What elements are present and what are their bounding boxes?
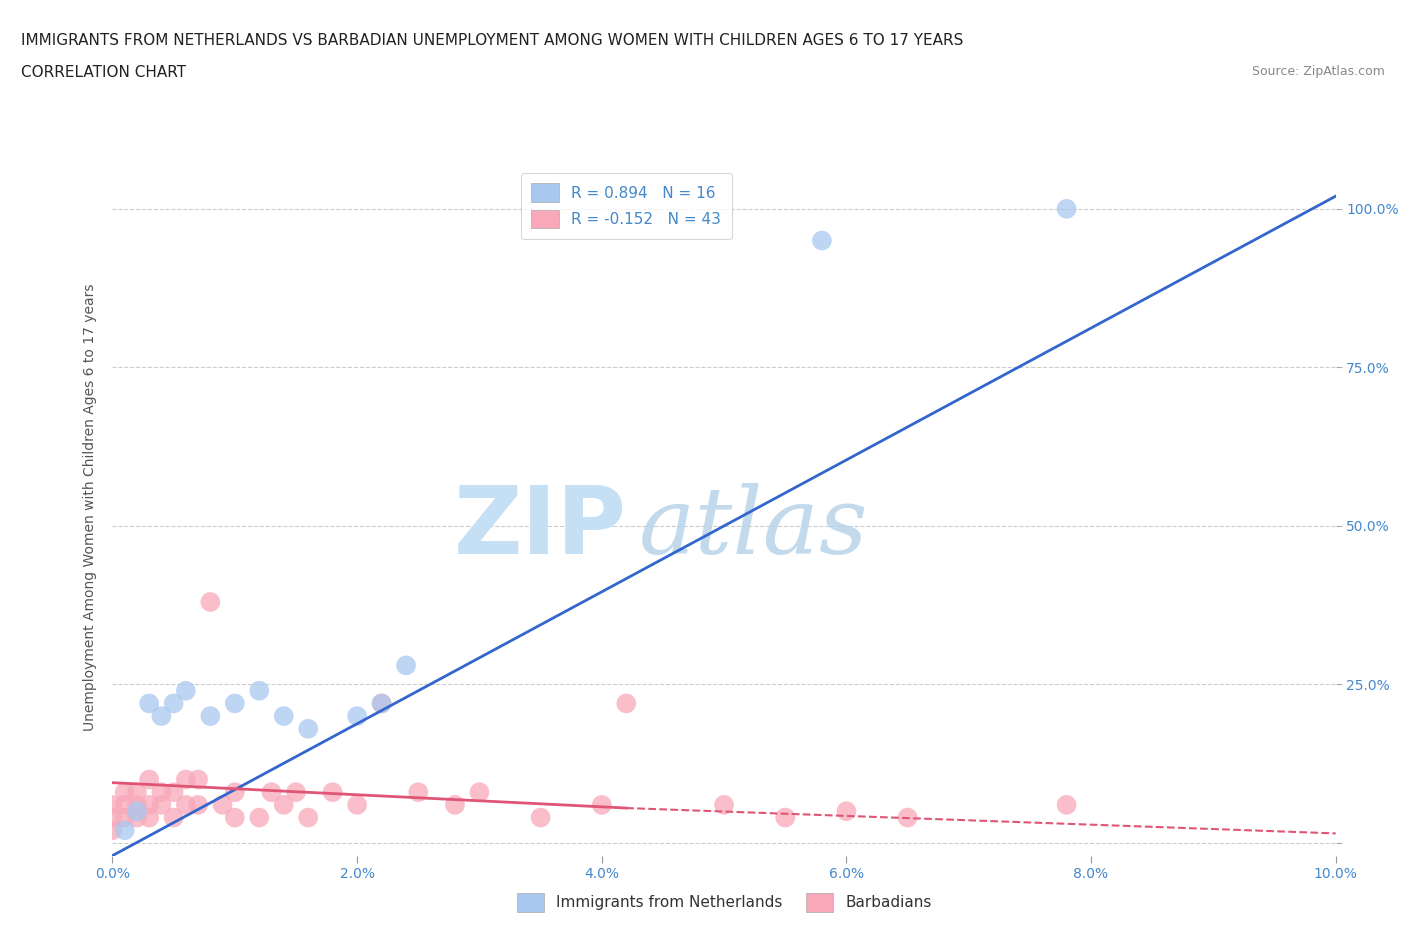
Point bbox=[224, 696, 246, 711]
Point bbox=[1056, 202, 1078, 217]
Point bbox=[138, 696, 160, 711]
Text: IMMIGRANTS FROM NETHERLANDS VS BARBADIAN UNEMPLOYMENT AMONG WOMEN WITH CHILDREN : IMMIGRANTS FROM NETHERLANDS VS BARBADIAN… bbox=[21, 33, 963, 47]
Point bbox=[125, 797, 148, 812]
Point bbox=[174, 684, 197, 698]
Point bbox=[811, 233, 834, 248]
Point bbox=[224, 810, 246, 825]
Point bbox=[114, 823, 136, 838]
Point bbox=[247, 684, 270, 698]
Point bbox=[163, 810, 186, 825]
Point bbox=[224, 785, 246, 800]
Point bbox=[284, 785, 308, 800]
Point bbox=[150, 785, 173, 800]
Point bbox=[187, 797, 209, 812]
Point bbox=[297, 810, 319, 825]
Point bbox=[114, 810, 136, 825]
Point bbox=[150, 709, 173, 724]
Point bbox=[273, 709, 295, 724]
Legend: Immigrants from Netherlands, Barbadians: Immigrants from Netherlands, Barbadians bbox=[510, 887, 938, 918]
Point bbox=[247, 810, 270, 825]
Point bbox=[260, 785, 283, 800]
Point bbox=[174, 772, 197, 787]
Point bbox=[273, 797, 295, 812]
Point bbox=[614, 696, 637, 711]
Text: ZIP: ZIP bbox=[453, 482, 626, 574]
Point bbox=[211, 797, 233, 812]
Point bbox=[370, 696, 392, 711]
Point bbox=[713, 797, 735, 812]
Point bbox=[125, 785, 148, 800]
Point bbox=[114, 797, 136, 812]
Point bbox=[322, 785, 344, 800]
Point bbox=[125, 804, 148, 818]
Point bbox=[200, 709, 222, 724]
Point bbox=[346, 709, 368, 724]
Text: atlas: atlas bbox=[638, 483, 868, 573]
Point bbox=[468, 785, 491, 800]
Point bbox=[187, 772, 209, 787]
Point bbox=[897, 810, 920, 825]
Point bbox=[297, 722, 319, 737]
Point bbox=[835, 804, 858, 818]
Point bbox=[101, 810, 124, 825]
Point bbox=[125, 810, 148, 825]
Point bbox=[444, 797, 467, 812]
Point bbox=[163, 696, 186, 711]
Point bbox=[101, 797, 124, 812]
Point bbox=[163, 785, 186, 800]
Point bbox=[1056, 797, 1078, 812]
Point bbox=[174, 797, 197, 812]
Point bbox=[591, 797, 613, 812]
Text: Source: ZipAtlas.com: Source: ZipAtlas.com bbox=[1251, 65, 1385, 78]
Point bbox=[114, 785, 136, 800]
Y-axis label: Unemployment Among Women with Children Ages 6 to 17 years: Unemployment Among Women with Children A… bbox=[83, 283, 97, 731]
Point bbox=[101, 823, 124, 838]
Point bbox=[775, 810, 797, 825]
Text: CORRELATION CHART: CORRELATION CHART bbox=[21, 65, 186, 80]
Point bbox=[138, 810, 160, 825]
Point bbox=[370, 696, 392, 711]
Point bbox=[346, 797, 368, 812]
Point bbox=[530, 810, 553, 825]
Point bbox=[138, 772, 160, 787]
Point bbox=[200, 594, 222, 609]
Point bbox=[395, 658, 418, 672]
Point bbox=[150, 797, 173, 812]
Point bbox=[408, 785, 430, 800]
Point bbox=[138, 797, 160, 812]
